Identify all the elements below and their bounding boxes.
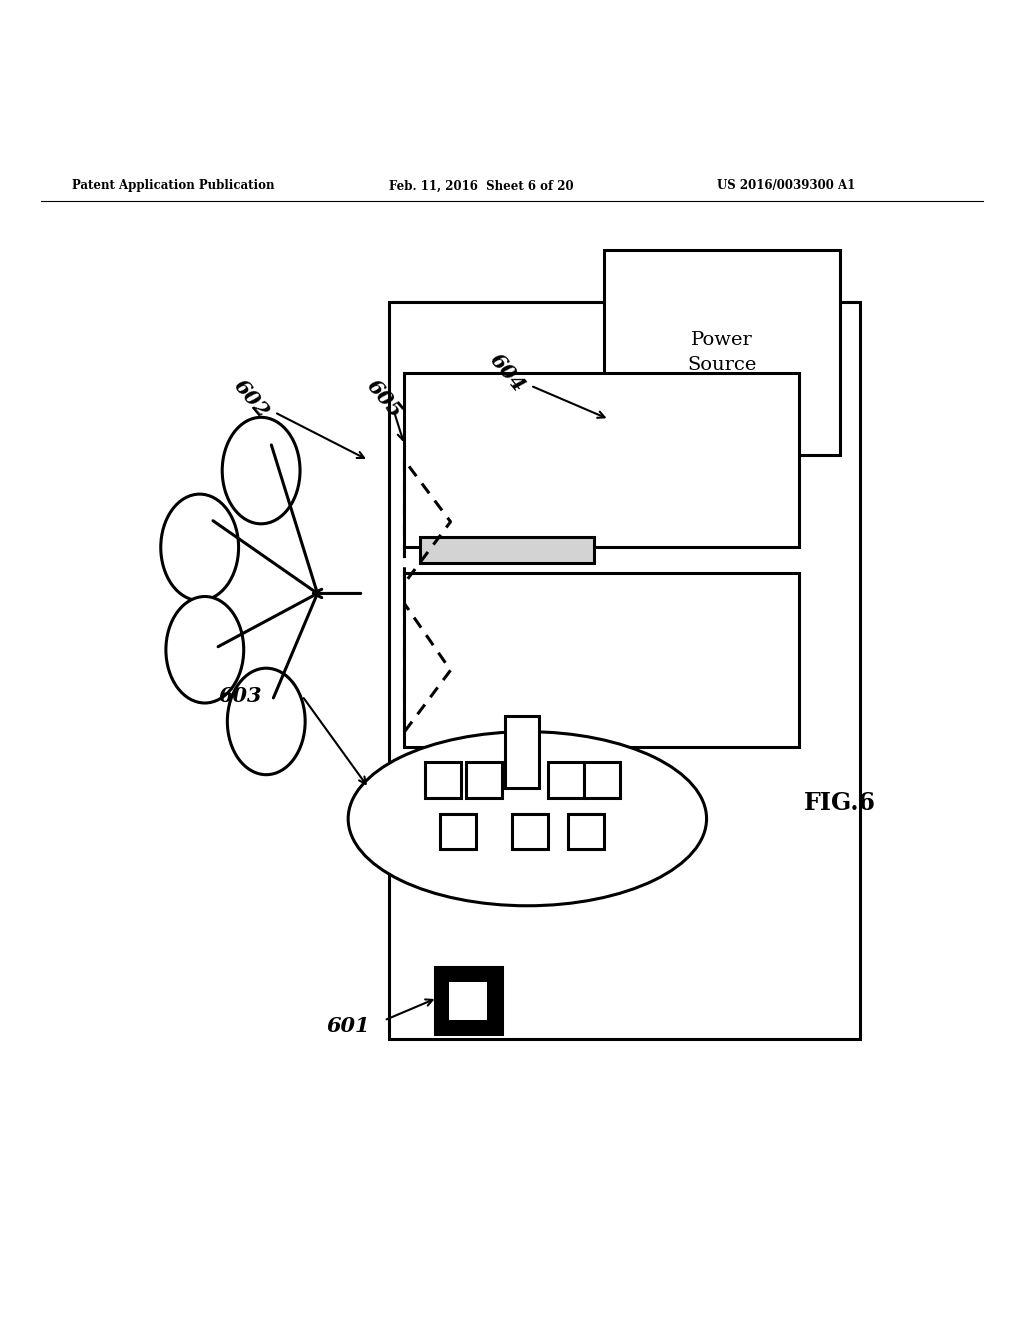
Bar: [568, 813, 604, 850]
Bar: [425, 763, 461, 799]
Bar: [466, 763, 502, 799]
Text: Feb. 11, 2016  Sheet 6 of 20: Feb. 11, 2016 Sheet 6 of 20: [389, 180, 573, 193]
Ellipse shape: [222, 417, 300, 524]
Bar: [435, 968, 502, 1034]
Text: Patent Application Publication: Patent Application Publication: [72, 180, 274, 193]
Bar: [548, 763, 584, 799]
Bar: [404, 374, 799, 548]
Ellipse shape: [348, 731, 707, 906]
Text: Power
Source: Power Source: [687, 331, 757, 375]
Bar: [389, 301, 860, 1039]
Bar: [449, 982, 487, 1020]
Text: 601: 601: [327, 1015, 370, 1036]
Bar: [505, 717, 539, 788]
Text: 603: 603: [219, 686, 262, 706]
Bar: [404, 573, 799, 747]
Ellipse shape: [161, 494, 239, 601]
Text: US 2016/0039300 A1: US 2016/0039300 A1: [717, 180, 855, 193]
Bar: [604, 251, 840, 455]
Text: 602: 602: [229, 376, 272, 422]
Text: FIG.6: FIG.6: [804, 792, 876, 816]
Bar: [440, 813, 476, 850]
Bar: [512, 813, 548, 850]
Ellipse shape: [166, 597, 244, 704]
Text: 604: 604: [485, 350, 528, 396]
Bar: [420, 537, 594, 562]
Bar: [584, 763, 620, 799]
Ellipse shape: [227, 668, 305, 775]
Text: 605: 605: [362, 376, 406, 422]
